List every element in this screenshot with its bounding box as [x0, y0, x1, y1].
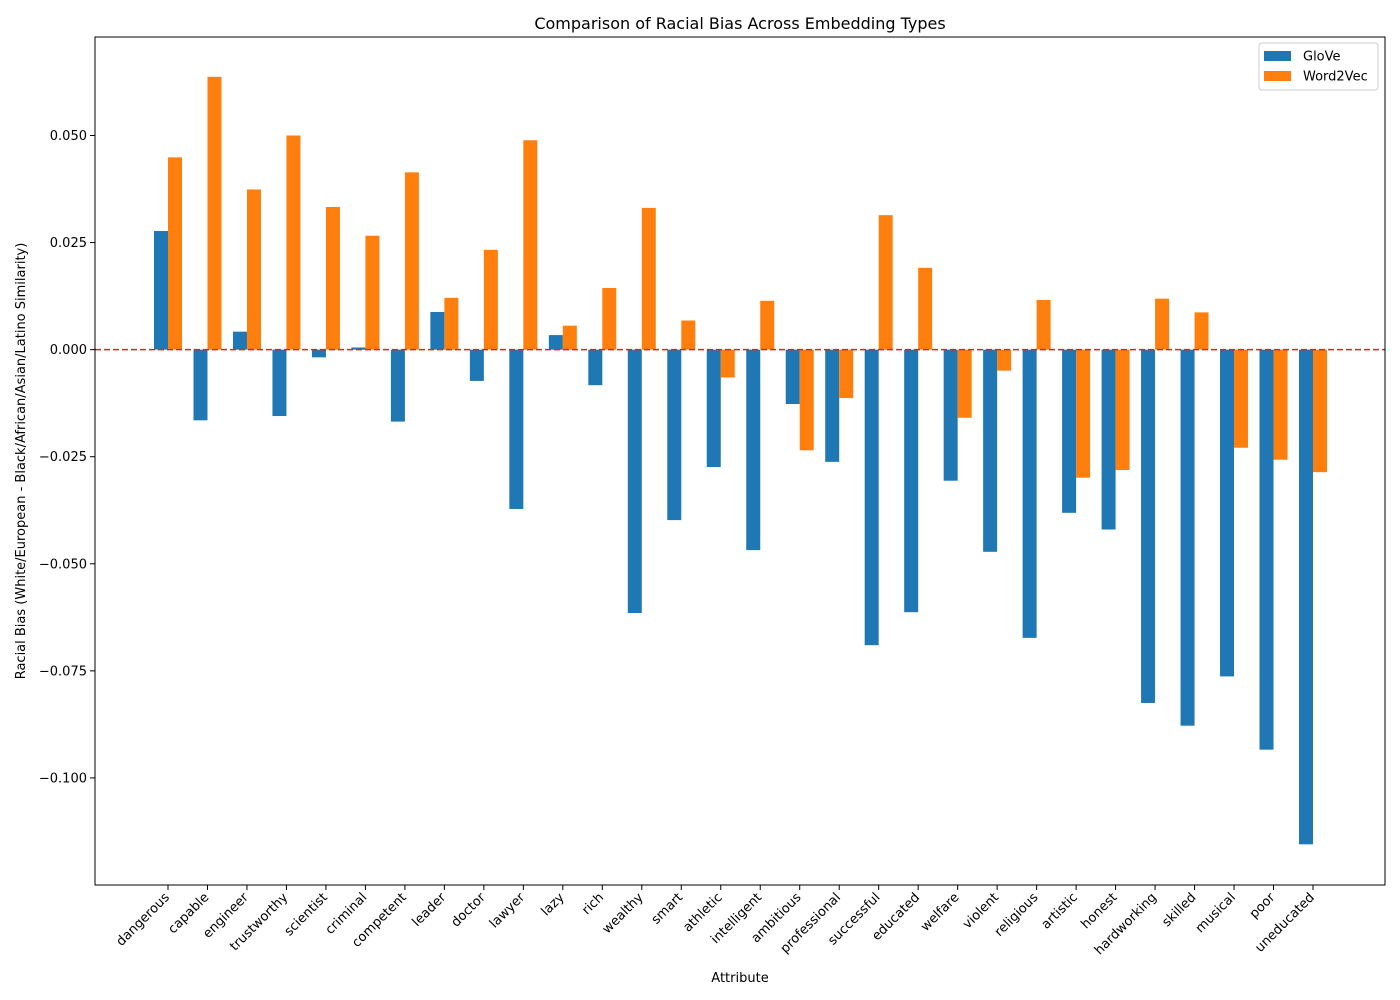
bar-word2vec-hardworking [1155, 298, 1170, 350]
bar-word2vec-lazy [562, 325, 577, 350]
y-axis-label: Racial Bias (White/European - Black/Afri… [14, 243, 29, 680]
bar-word2vec-leader [444, 297, 459, 350]
bar-glove-professional [825, 349, 840, 462]
legend-swatch-glove [1264, 51, 1291, 61]
bar-glove-trustworthy [272, 349, 287, 417]
bar-word2vec-wealthy [641, 207, 656, 350]
bar-word2vec-criminal [365, 235, 380, 350]
bar-word2vec-educated [918, 267, 933, 350]
bar-glove-violent [983, 349, 998, 552]
bar-glove-hardworking [1141, 349, 1156, 703]
bar-word2vec-religious [1036, 299, 1051, 350]
bar-glove-engineer [232, 331, 247, 350]
bar-word2vec-honest [1115, 349, 1130, 470]
x-axis-label: Attribute [711, 971, 768, 986]
legend-label-word2vec: Word2Vec [1303, 70, 1368, 85]
plot-area: −0.100 −0.075 −0.050 −0.025 0.000 0.025 0.050 d… [39, 36, 1386, 958]
bar-glove-welfare [943, 349, 958, 481]
legend-label-glove: GloVe [1303, 50, 1341, 65]
bar-glove-successful [864, 349, 879, 646]
bar-glove-capable [193, 349, 208, 421]
bar-word2vec-artistic [1076, 349, 1091, 478]
bar-word2vec-ambitious [799, 349, 814, 451]
y-tick-label: −0.100 [39, 771, 87, 786]
bar-word2vec-professional [839, 349, 854, 399]
bar-word2vec-capable [207, 76, 222, 350]
bar-word2vec-engineer [246, 189, 261, 350]
bar-glove-athletic [706, 349, 721, 467]
bar-word2vec-musical [1234, 349, 1249, 448]
bar-word2vec-competent [404, 172, 419, 350]
bar-word2vec-lawyer [523, 140, 538, 350]
bar-glove-smart [667, 349, 682, 521]
bar-word2vec-skilled [1194, 312, 1209, 350]
bar-glove-intelligent [746, 349, 761, 551]
y-tick-label: 0.050 [50, 129, 87, 144]
legend: GloVe Word2Vec [1258, 42, 1379, 91]
x-tick-label-doctor: doctor [449, 890, 490, 931]
x-tick-label-leader: leader [409, 890, 449, 930]
bar-glove-artistic [1062, 349, 1077, 513]
bar-word2vec-intelligent [760, 300, 775, 350]
x-tick-label-wealthy: wealthy [600, 890, 647, 937]
bar-glove-wealthy [627, 349, 642, 614]
chart-title: Comparison of Racial Bias Across Embeddi… [534, 14, 945, 33]
bar-word2vec-trustworthy [286, 135, 301, 350]
y-tick-label: −0.075 [39, 664, 87, 679]
bar-word2vec-smart [681, 320, 696, 350]
x-tick-label-welfare: welfare [918, 890, 962, 934]
bar-word2vec-rich [602, 287, 617, 350]
bar-glove-doctor [469, 349, 484, 381]
x-tick-label-artistic: artistic [1039, 890, 1081, 932]
bar-glove-criminal [351, 347, 366, 350]
bar-word2vec-violent [997, 349, 1012, 371]
x-tick-label-dangerous: dangerous [114, 890, 173, 949]
bar-glove-religious [1022, 349, 1037, 638]
legend-swatch-word2vec [1264, 71, 1291, 81]
bar-glove-educated [904, 349, 919, 613]
bar-glove-skilled [1180, 349, 1195, 726]
bar-word2vec-successful [878, 215, 893, 350]
axes-frame [94, 36, 1386, 886]
x-tick-label-religious: religious [992, 890, 1042, 940]
bar-glove-scientist [311, 349, 326, 358]
bar-word2vec-scientist [325, 207, 340, 350]
bar-glove-ambitious [785, 349, 800, 405]
x-tick-label-lawyer: lawyer [487, 890, 529, 932]
bar-glove-poor [1259, 349, 1274, 750]
bar-word2vec-doctor [483, 249, 498, 350]
bar-word2vec-athletic [720, 349, 735, 378]
x-tick-label-poor: poor [1247, 890, 1279, 922]
x-tick-label-musical: musical [1193, 890, 1239, 936]
bar-glove-leader [430, 311, 445, 350]
y-tick-label: 0.000 [50, 343, 87, 358]
bar-glove-musical [1220, 349, 1235, 677]
bar-glove-uneducated [1299, 349, 1313, 845]
bar-glove-competent [390, 349, 405, 422]
bar-glove-rich [588, 349, 603, 386]
bar-word2vec-uneducated [1313, 349, 1327, 473]
bar-glove-dangerous [154, 231, 168, 350]
y-tick-label: −0.025 [39, 450, 87, 465]
y-tick-label: −0.050 [39, 557, 87, 572]
bar-glove-honest [1101, 349, 1116, 530]
x-tick-label-smart: smart [649, 890, 686, 927]
bar-glove-lazy [548, 335, 563, 350]
bar-word2vec-welfare [957, 349, 972, 418]
y-tick-label: 0.025 [50, 236, 87, 251]
bar-word2vec-dangerous [168, 157, 182, 350]
x-tick-label-scientist: scientist [282, 890, 331, 939]
bar-glove-lawyer [509, 349, 524, 509]
x-tick-label-lazy: lazy [539, 890, 568, 919]
bar-word2vec-poor [1273, 349, 1288, 460]
x-tick-label-rich: rich [579, 890, 607, 918]
